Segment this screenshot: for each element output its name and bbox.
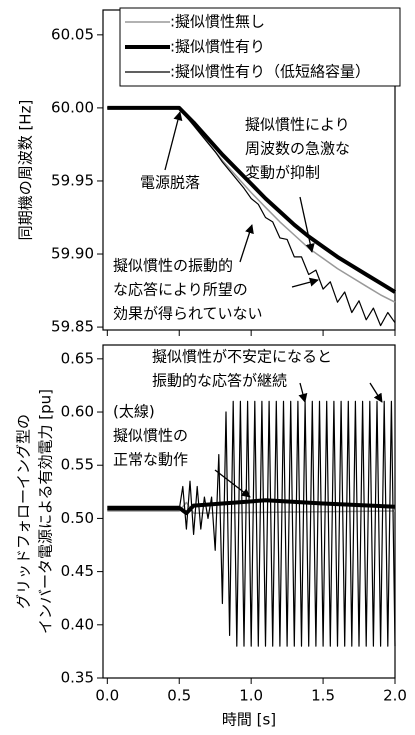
annotation: 擬似慣性の振動的: [113, 257, 233, 275]
annotation: 擬似慣性の: [113, 427, 188, 445]
legend-label: :擬似慣性無し: [170, 13, 265, 31]
x-tick-label: 2.0: [383, 687, 407, 705]
annotation: 振動的な応答が継続: [152, 372, 287, 390]
annotation-arrow: [369, 382, 383, 403]
annotation: 電源脱落: [140, 174, 200, 192]
y-tick-label: 0.45: [61, 562, 94, 580]
annotation: 正常な動作: [113, 451, 188, 469]
annotation: な応答により所望の: [113, 281, 248, 299]
annotation: 擬似慣性により: [245, 116, 350, 134]
x-tick-label: 0.5: [167, 687, 191, 705]
y-tick-label: 0.55: [61, 456, 94, 474]
annotation: 周波数の急激な: [245, 140, 350, 158]
y-tick-label: 60.05: [51, 25, 94, 43]
series-line: [107, 498, 396, 516]
annotation: 変動が抑制: [245, 164, 320, 182]
x-tick-label: 0.0: [95, 687, 119, 705]
annotation-arrow: [239, 224, 254, 263]
annotation-arrow: [164, 111, 183, 171]
y-axis-label: グリッドフォローイング型の: [15, 414, 33, 609]
x-tick-label: 1.5: [311, 687, 335, 705]
y-tick-label: 59.85: [51, 318, 94, 336]
y-tick-label: 0.65: [61, 349, 94, 367]
y-axis-label: 同期機の周波数 [Hz]: [17, 100, 35, 241]
series-line: [107, 107, 396, 327]
legend-label: :擬似慣性有り（低短絡容量）: [170, 63, 370, 81]
y-tick-label: 0.40: [61, 615, 94, 633]
x-axis-label: 時間 [s]: [222, 711, 276, 729]
y-axis-label: インバータ電源による有効電力 [pu]: [37, 389, 55, 634]
y-tick-label: 0.60: [61, 403, 94, 421]
y-tick-label: 59.95: [51, 171, 94, 189]
annotation-arrow: [214, 469, 251, 498]
y-tick-label: 60.00: [51, 98, 94, 116]
annotation-arrow: [291, 277, 319, 288]
annotation-arrow: [299, 196, 315, 253]
y-tick-label: 0.50: [61, 509, 94, 527]
y-tick-label: 59.90: [51, 245, 94, 263]
y-tick-label: 0.35: [61, 669, 94, 687]
annotation: (太線): [113, 403, 155, 421]
x-tick-label: 1.0: [239, 687, 263, 705]
annotation: 擬似慣性が不安定になると: [152, 348, 332, 366]
annotation-arrow: [298, 382, 308, 403]
legend-label: :擬似慣性有り: [170, 38, 265, 56]
annotation: 効果が得られていない: [113, 305, 263, 323]
